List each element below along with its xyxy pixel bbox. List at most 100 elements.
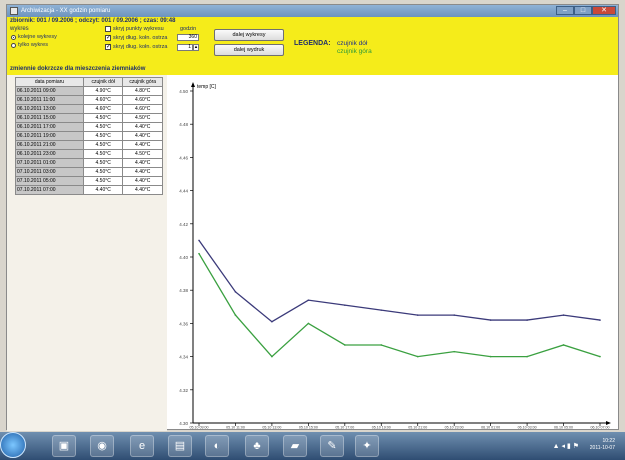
cell-dol: 4.50°C bbox=[82, 167, 124, 177]
window-title: Archiwizacja - XX godzin pomiaru bbox=[21, 8, 111, 14]
taskbar-app-7-icon[interactable]: ✦ bbox=[355, 435, 379, 457]
y-tick-label: 4.48 bbox=[179, 122, 188, 127]
taskbar-app-5-icon[interactable]: ♣ bbox=[245, 435, 269, 457]
hours-input[interactable]: 360 bbox=[177, 34, 199, 41]
taskbar-app-2-icon[interactable]: ◉ bbox=[90, 435, 114, 457]
x-tick-label: 06.10 07:00 bbox=[591, 426, 610, 430]
y-tick-label: 4.32 bbox=[179, 388, 188, 393]
data-point bbox=[344, 344, 346, 346]
checkbox-dlug-2-label: skryj dług. kołn. ostrza bbox=[113, 44, 168, 50]
table-row[interactable]: 06.10.2011 17:00 4.50°C 4.40°C bbox=[15, 122, 163, 132]
checkbox-dlug-2[interactable]: ✓ bbox=[105, 44, 112, 50]
cell-dol: 4.60°C bbox=[82, 104, 124, 114]
temperature-chart: temp [C] 4.50 4.48 4.46 4.44 4.42 4.40 4.38 4.36… bbox=[167, 75, 618, 429]
data-point bbox=[307, 299, 310, 301]
col-header-dol[interactable]: czujnik dół bbox=[82, 77, 124, 87]
data-point bbox=[344, 304, 346, 306]
data-point bbox=[526, 355, 528, 358]
table-row[interactable]: 06.10.2011 09:00 4.90°C 4.80°C bbox=[15, 86, 163, 96]
data-point bbox=[234, 314, 237, 316]
cell-date: 06.10.2011 17:00 bbox=[15, 122, 84, 132]
system-tray-icons[interactable]: ▲ ◂ ▮ ⚑ bbox=[552, 443, 579, 450]
radio-kolejne-wykresy[interactable] bbox=[11, 35, 16, 40]
table-row[interactable]: 06.10.2011 15:00 4.50°C 4.50°C bbox=[15, 113, 163, 123]
taskbar-app-3-icon[interactable]: ▤ bbox=[168, 435, 192, 457]
dalej-wykresy-button[interactable]: dalej wykresy bbox=[214, 29, 284, 41]
taskbar-app-4-icon[interactable]: ◐ bbox=[205, 435, 229, 457]
checkbox-punkty[interactable] bbox=[105, 26, 111, 32]
data-point bbox=[489, 355, 492, 358]
y-tick-label: 4.50 bbox=[179, 89, 188, 94]
table-row[interactable]: 06.10.2011 19:00 4.50°C 4.40°C bbox=[15, 131, 163, 141]
legend-item-dol: czujnik dół bbox=[337, 40, 368, 47]
cell-dol: 4.60°C bbox=[82, 95, 124, 105]
legend-item-gora: czujnik góra bbox=[337, 48, 372, 55]
data-point bbox=[453, 314, 455, 316]
clock[interactable]: 10:22 2011-10-07 bbox=[590, 438, 615, 452]
table-row[interactable]: 07.10.2011 07:00 4.40°C 4.40°C bbox=[15, 185, 163, 195]
data-point bbox=[416, 314, 419, 316]
cell-dol: 4.50°C bbox=[82, 122, 124, 132]
x-tick-label: 05.10 15:00 bbox=[299, 426, 318, 430]
taskbar-app-1-icon[interactable]: ▣ bbox=[52, 435, 76, 457]
x-tick-label: 06.10 01:00 bbox=[481, 426, 500, 430]
data-point bbox=[307, 322, 310, 325]
table-row[interactable]: 07.10.2011 05:00 4.50°C 4.40°C bbox=[15, 176, 163, 186]
radio-tylko-wykres-label: tylko wykres bbox=[18, 42, 48, 48]
checkbox-dlug-1[interactable]: ✓ bbox=[105, 35, 112, 41]
maximize-button[interactable]: □ bbox=[574, 6, 592, 15]
data-point bbox=[380, 309, 383, 311]
table-header-row: data pomiaru czujnik dół czujnik góra bbox=[15, 77, 163, 87]
radio-kolejne-wykresy-label: kolejne wykresy bbox=[18, 34, 57, 40]
data-point bbox=[198, 239, 200, 242]
table-row[interactable]: 06.10.2011 23:00 4.50°C 4.50°C bbox=[15, 149, 163, 159]
x-tick-label: 06.10 03:00 bbox=[518, 426, 537, 430]
y-tick-label: 4.34 bbox=[179, 355, 188, 360]
col-header-date[interactable]: data pomiaru bbox=[15, 77, 84, 87]
cell-gora: 4.50°C bbox=[122, 149, 163, 159]
cell-date: 07.10.2011 07:00 bbox=[15, 185, 84, 195]
cell-dol: 4.50°C bbox=[82, 113, 124, 123]
series-line-gora bbox=[198, 253, 601, 358]
cell-dol: 4.50°C bbox=[82, 176, 124, 186]
table-row[interactable]: 06.10.2011 11:00 4.60°C 4.60°C bbox=[15, 95, 163, 105]
y-tick-label: 4.40 bbox=[179, 255, 188, 260]
app-window: Archiwizacja - XX godzin pomiaru – □ ✕ z… bbox=[6, 4, 619, 431]
taskbar-browser-icon[interactable]: e bbox=[130, 435, 154, 457]
taskbar-app-6-icon[interactable]: ✎ bbox=[320, 435, 344, 457]
minimize-button[interactable]: – bbox=[556, 6, 574, 15]
checkbox-punkty-label: skryj punkty wykresu bbox=[113, 26, 164, 32]
start-button-icon[interactable] bbox=[0, 432, 26, 458]
dalej-wydruk-button[interactable]: dalej wydruk bbox=[214, 44, 284, 56]
data-point bbox=[271, 320, 273, 323]
info-line: zbiornik: 001 / 09.2006 ; odczyt: 001 / … bbox=[10, 18, 176, 24]
radio-tylko-wykres[interactable] bbox=[11, 43, 16, 48]
spinner-arrows-icon[interactable]: ▴ bbox=[193, 44, 199, 51]
cell-date: 06.10.2011 15:00 bbox=[15, 113, 84, 123]
y-tick-label: 4.30 bbox=[179, 421, 188, 426]
cell-dol: 4.90°C bbox=[82, 86, 124, 96]
measurements-table: data pomiaru czujnik dół czujnik góra 06… bbox=[15, 77, 163, 195]
table-row[interactable]: 06.10.2011 21:00 4.50°C 4.40°C bbox=[15, 140, 163, 150]
data-point bbox=[562, 344, 565, 346]
cell-date: 07.10.2011 05:00 bbox=[15, 176, 84, 186]
table-row[interactable]: 06.10.2011 13:00 4.60°C 4.60°C bbox=[15, 104, 163, 114]
cell-date: 06.10.2011 21:00 bbox=[15, 140, 84, 150]
hours-spinner[interactable]: 1 bbox=[177, 44, 193, 51]
data-point bbox=[416, 355, 419, 358]
y-tick-label: 4.36 bbox=[179, 321, 188, 326]
cell-dol: 4.40°C bbox=[82, 185, 124, 195]
data-point bbox=[562, 314, 565, 316]
x-axis-arrow-icon bbox=[606, 421, 611, 425]
table-row[interactable]: 07.10.2011 01:00 4.50°C 4.40°C bbox=[15, 158, 163, 168]
cell-gora: 4.60°C bbox=[122, 104, 163, 114]
taskbar-folder-icon[interactable]: ▰ bbox=[283, 435, 307, 457]
close-button[interactable]: ✕ bbox=[592, 6, 616, 15]
table-row[interactable]: 07.10.2011 03:00 4.50°C 4.40°C bbox=[15, 167, 163, 177]
col-header-gora[interactable]: czujnik góra bbox=[122, 77, 163, 87]
cell-gora: 4.40°C bbox=[122, 122, 163, 132]
cell-gora: 4.40°C bbox=[122, 140, 163, 150]
cell-gora: 4.40°C bbox=[122, 176, 163, 186]
section-subheading: zmiennie dokrzcze dla mieszczenia ziemni… bbox=[10, 66, 146, 72]
